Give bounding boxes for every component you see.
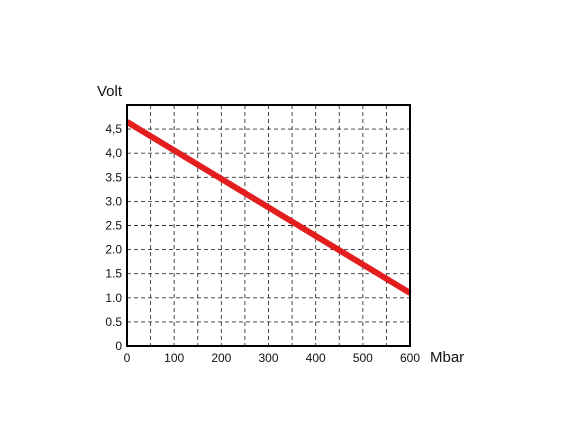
y-tick-label: 4,5	[105, 122, 122, 136]
grid-lines	[127, 105, 410, 346]
plot-frame	[126, 104, 411, 347]
x-tick-label: 200	[211, 351, 231, 365]
x-tick-label: 300	[258, 351, 278, 365]
y-tick-label: 4,0	[105, 146, 122, 160]
series-lines	[125, 119, 412, 296]
y-tick-label: 3.0	[105, 194, 122, 208]
y-tick-label: 2.5	[105, 219, 122, 233]
y-tick-label: 0	[115, 339, 122, 353]
x-axis-label: Mbar	[430, 349, 464, 366]
x-tick-labels: 0 100 200 300 400 500 600	[124, 351, 421, 365]
series-line-1	[125, 119, 412, 296]
x-tick-label: 600	[400, 351, 420, 365]
y-axis-label: Volt	[97, 83, 123, 100]
y-tick-label: 1.0	[105, 291, 122, 305]
x-tick-label: 0	[124, 351, 131, 365]
y-tick-label: 2.0	[105, 243, 122, 257]
y-tick-label: 0.5	[105, 315, 122, 329]
y-tick-label: 1.5	[105, 267, 122, 281]
y-tick-label: 3.5	[105, 170, 122, 184]
y-tick-labels: 0 0.5 1.0 1.5 2.0 2.5 3.0 3.5 4,0 4,5	[105, 122, 122, 353]
x-tick-label: 100	[164, 351, 184, 365]
x-tick-label: 400	[306, 351, 326, 365]
x-tick-label: 500	[353, 351, 373, 365]
